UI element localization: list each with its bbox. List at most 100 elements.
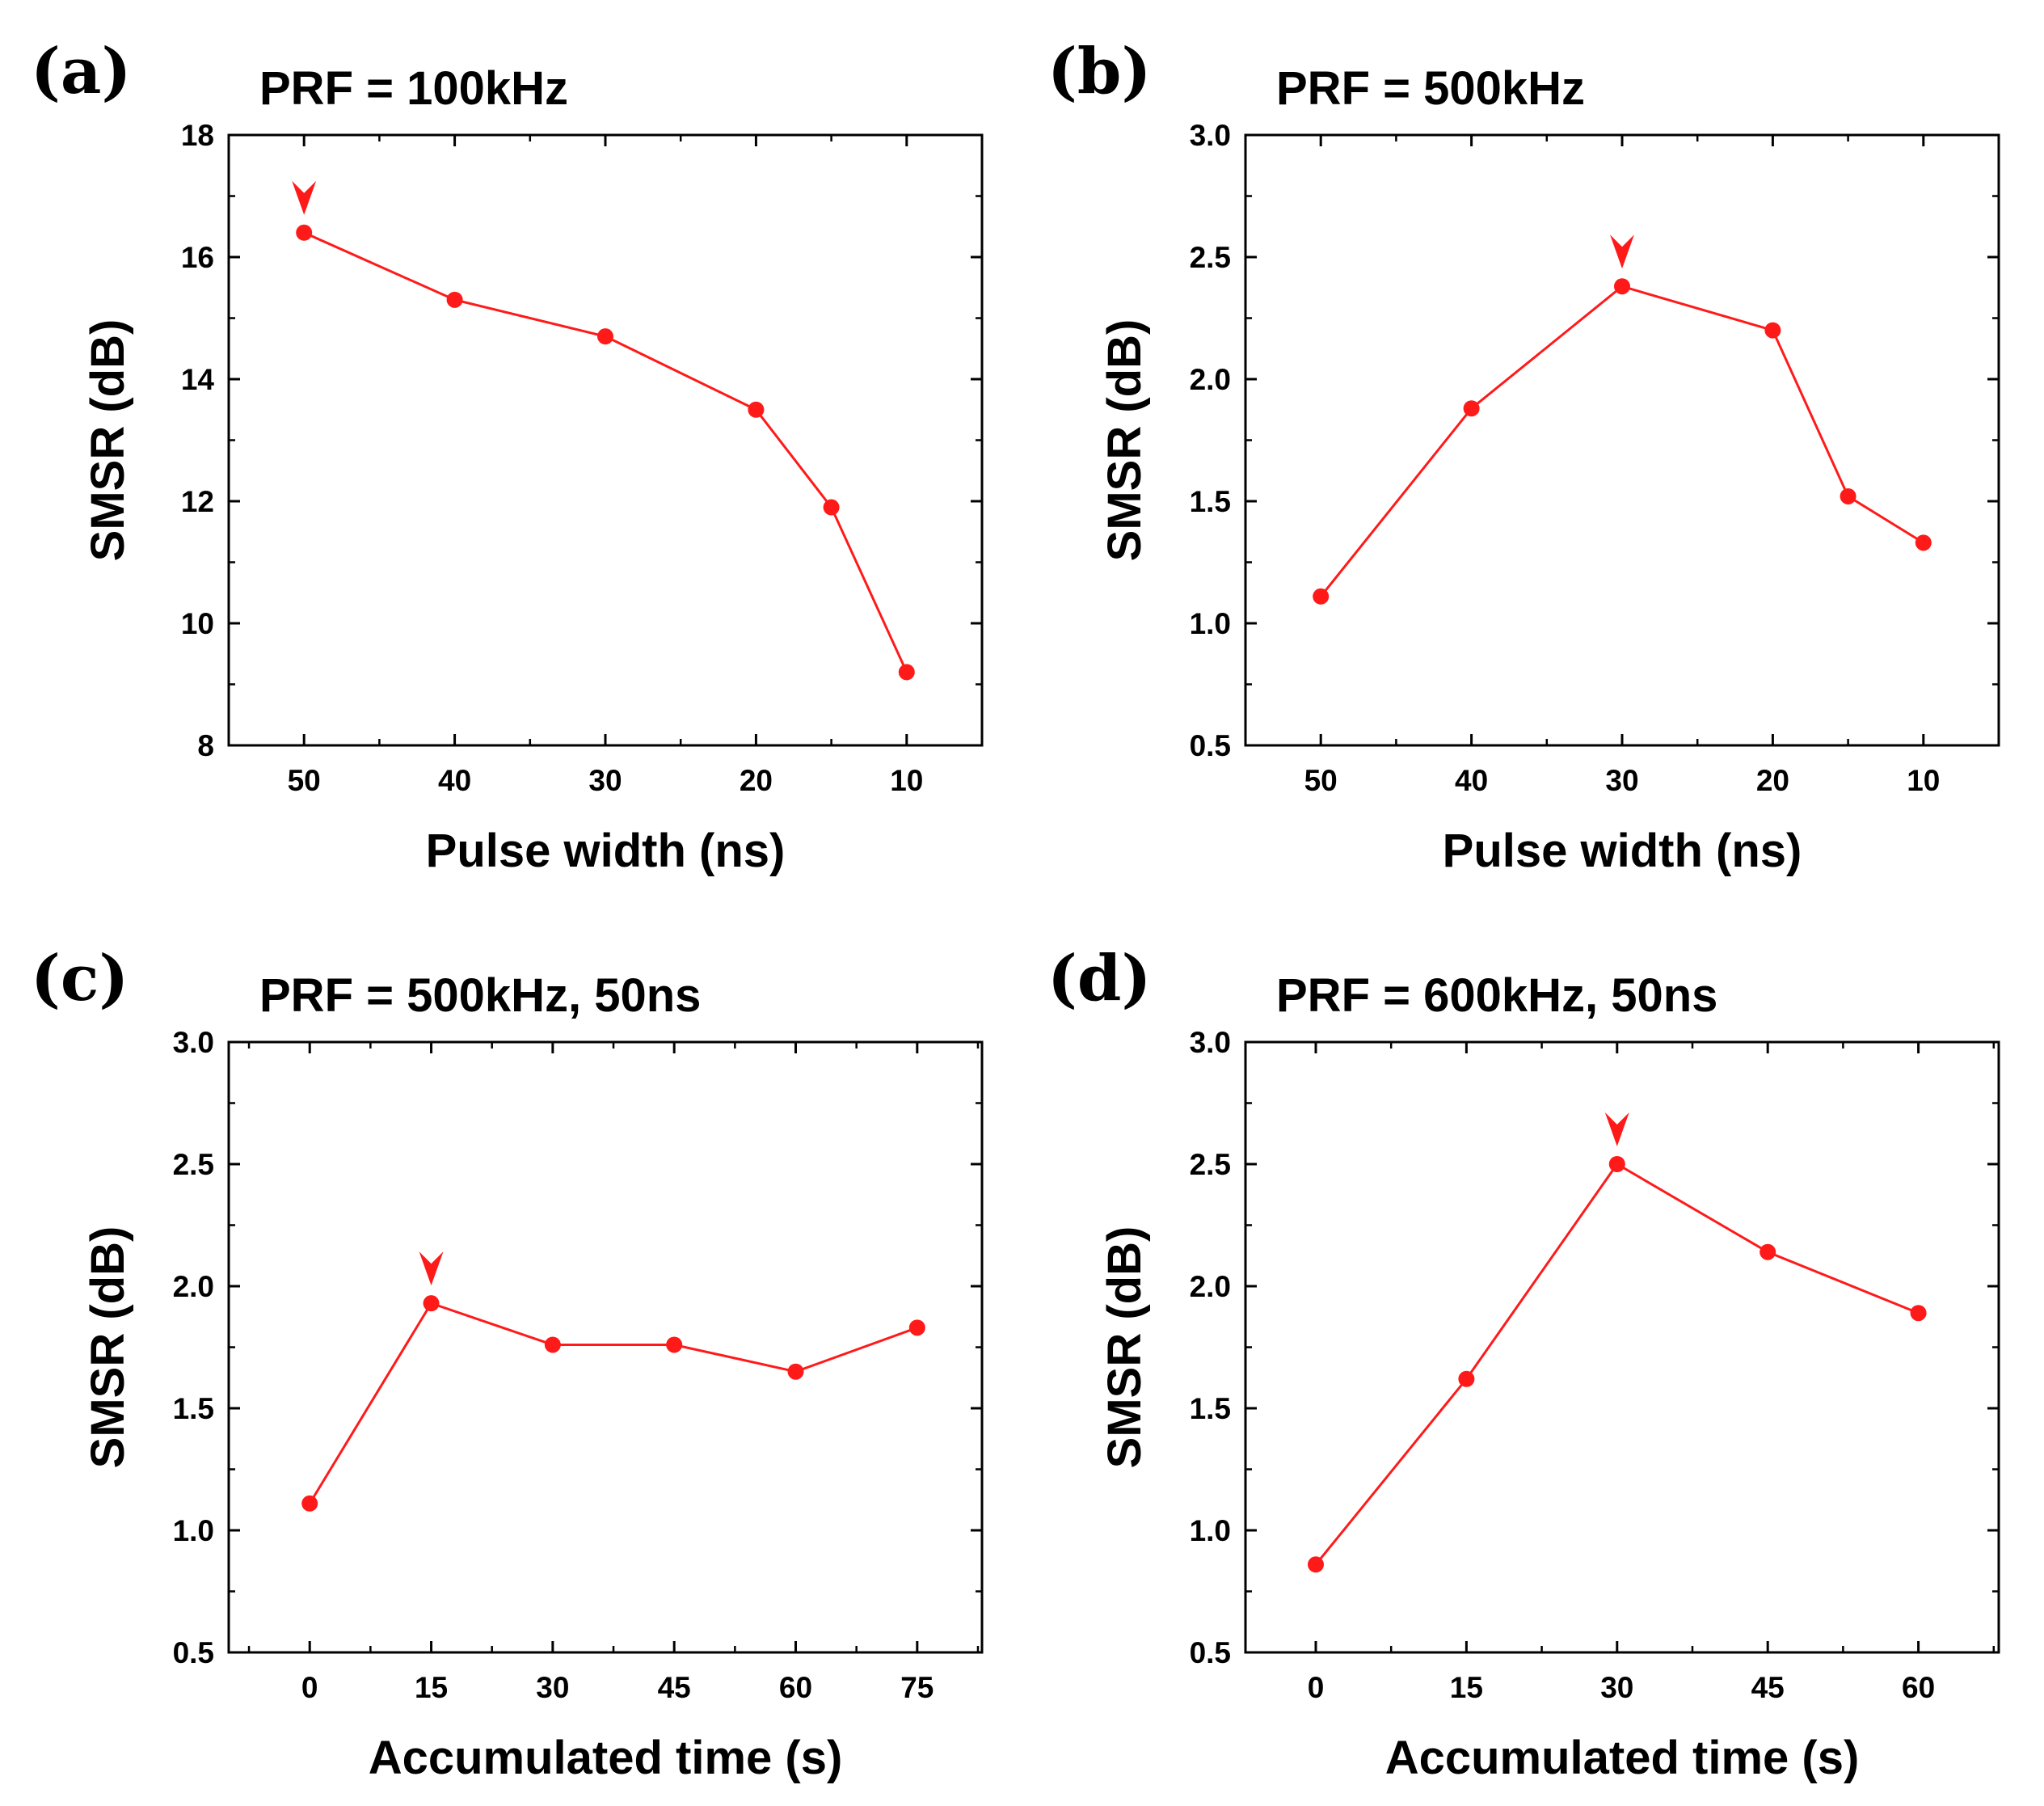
y-tick-label: 1.0	[1190, 1514, 1231, 1547]
x-tick-label: 0	[301, 1671, 318, 1704]
panel-d: (d) PRF = 600kHz, 50ns 0.5 1.0 1.5 2.0 2.5 3.0 0…	[1047, 942, 2000, 1784]
data-point	[908, 1319, 925, 1336]
x-axis-label: Pulse width (ns)	[426, 825, 786, 877]
y-tick-label: 2.5	[173, 1148, 214, 1181]
plot-frame	[1244, 1040, 2000, 1654]
x-axis-label: Accumulated time (s)	[369, 1732, 843, 1784]
data-point	[748, 401, 765, 418]
series-line	[308, 1302, 918, 1504]
y-axis-label: SMSR (dB)	[1098, 1226, 1151, 1469]
y-tick-label: 3.0	[1190, 1026, 1231, 1059]
panel-letter: (b)	[1047, 35, 1151, 108]
data-point	[1458, 1370, 1475, 1387]
data-point	[1608, 1156, 1625, 1172]
data-point	[301, 1495, 318, 1512]
panel-letter: (d)	[1047, 942, 1151, 1015]
x-tick-label: 15	[415, 1671, 448, 1704]
x-tick-label: 60	[779, 1671, 812, 1704]
y-axis-label: SMSR (dB)	[82, 1226, 134, 1469]
x-tick-label: 30	[536, 1671, 569, 1704]
y-tick-label: 14	[181, 363, 215, 396]
x-tick-label: 30	[588, 764, 622, 797]
y-axis-label: SMSR (dB)	[1098, 319, 1151, 562]
data-point	[1910, 1305, 1927, 1322]
y-tick-label: 1.5	[1190, 485, 1231, 518]
y-tick-label: 12	[181, 485, 214, 518]
y-tick-label: 1.0	[1190, 607, 1231, 640]
y-tick-label: 1.5	[1190, 1392, 1231, 1425]
y-tick-label: 3.0	[173, 1026, 214, 1059]
y-tick-label: 10	[181, 607, 214, 640]
y-tick-label: 2.0	[1190, 363, 1231, 396]
x-tick-label: 50	[1304, 764, 1338, 797]
data-point	[296, 224, 313, 241]
x-tick-label: 20	[740, 764, 773, 797]
y-tick-label: 18	[181, 119, 214, 152]
x-axis-label: Pulse width (ns)	[1443, 825, 1802, 877]
arrow-marker-icon	[1604, 1112, 1629, 1146]
data-point	[1463, 400, 1480, 417]
chart-title: PRF = 500kHz, 50ns	[259, 969, 701, 1022]
data-point	[446, 291, 463, 308]
panel-a: (a) PRF = 100kHz 8 10 12 14 16 18 50 40 30 20 10 Puls…	[31, 35, 984, 877]
x-tick-label: 60	[1902, 1671, 1935, 1704]
panel-letter: (c)	[31, 942, 129, 1015]
chart-title: PRF = 500kHz	[1276, 62, 1585, 115]
arrow-marker-icon	[292, 180, 317, 215]
y-tick-label: 2.5	[1190, 241, 1231, 274]
data-point	[666, 1336, 683, 1353]
x-axis-label: Accumulated time (s)	[1385, 1732, 1860, 1784]
data-point	[1915, 534, 1932, 551]
data-point	[1840, 487, 1856, 504]
data-point	[423, 1295, 440, 1312]
panel-b: (b) PRF = 500kHz 0.5 1.0 1.5 2.0 2.5 3.0 50 40 30 2…	[1047, 35, 2000, 877]
x-tick-label: 75	[900, 1671, 933, 1704]
chart-title: PRF = 600kHz, 50ns	[1276, 969, 1717, 1022]
x-tick-label: 45	[658, 1671, 691, 1704]
data-point	[1760, 1243, 1776, 1260]
arrow-marker-icon	[419, 1251, 444, 1286]
y-tick-label: 3.0	[1190, 119, 1231, 152]
y-tick-label: 0.5	[1190, 1636, 1231, 1669]
y-tick-label: 1.5	[173, 1392, 214, 1425]
data-point	[597, 328, 613, 345]
data-point	[823, 499, 840, 516]
y-tick-label: 0.5	[173, 1636, 214, 1669]
plot-frame	[227, 133, 984, 747]
y-tick-label: 2.5	[1190, 1148, 1231, 1181]
x-tick-label: 10	[890, 764, 923, 797]
panel-letter: (a)	[31, 35, 131, 108]
x-tick-label: 40	[438, 764, 471, 797]
panel-c: (c) PRF = 500kHz, 50ns 0.5 1.0 1.5 2.0 2.5 3.0 0…	[31, 942, 984, 1784]
data-point	[1307, 1556, 1324, 1573]
series-line	[1314, 1163, 1920, 1566]
y-tick-label: 8	[197, 729, 214, 762]
x-tick-label: 20	[1756, 764, 1789, 797]
x-tick-label: 30	[1600, 1671, 1633, 1704]
y-tick-label: 0.5	[1190, 729, 1231, 762]
x-tick-label: 50	[288, 764, 321, 797]
x-tick-label: 45	[1751, 1671, 1785, 1704]
data-point	[898, 664, 915, 681]
data-point	[1614, 278, 1630, 295]
series-line	[1320, 285, 1924, 597]
x-tick-label: 30	[1605, 764, 1638, 797]
chart-title: PRF = 100kHz	[259, 62, 568, 115]
x-tick-label: 10	[1907, 764, 1940, 797]
data-point	[544, 1336, 561, 1353]
x-tick-label: 15	[1450, 1671, 1483, 1704]
data-point	[1313, 588, 1330, 605]
data-point	[787, 1363, 804, 1380]
arrow-marker-icon	[1610, 234, 1634, 269]
y-tick-label: 2.0	[173, 1270, 214, 1303]
plot-frame	[227, 1040, 984, 1654]
data-point	[1764, 322, 1781, 339]
x-tick-label: 0	[1308, 1671, 1325, 1704]
x-tick-label: 40	[1455, 764, 1488, 797]
y-tick-label: 1.0	[173, 1514, 214, 1547]
y-axis-label: SMSR (dB)	[82, 319, 134, 562]
y-tick-label: 2.0	[1190, 1270, 1231, 1303]
plot-frame	[1244, 133, 2000, 747]
series-line	[303, 231, 908, 673]
